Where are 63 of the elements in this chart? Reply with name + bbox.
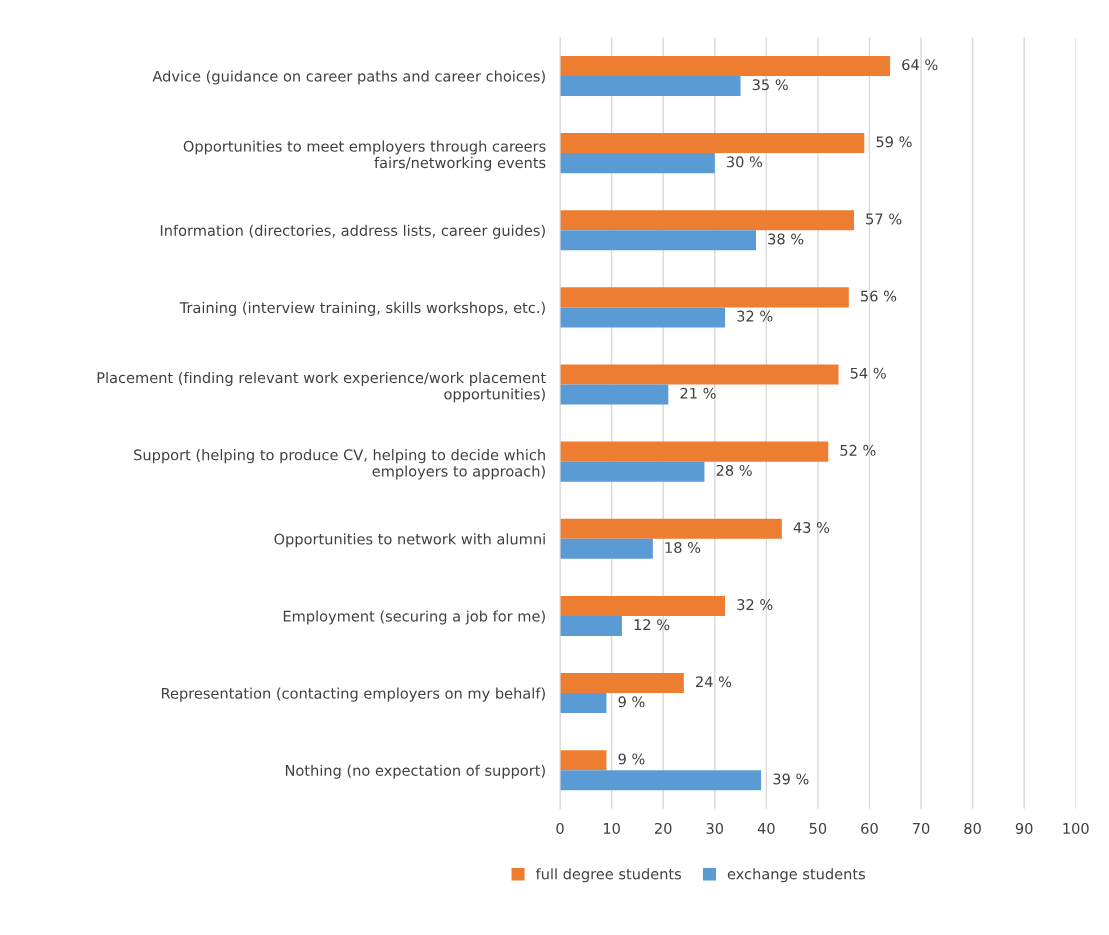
x-tick-label: 20 [654, 822, 672, 834]
y-tick-label: Opportunities to meet employers through careers fairs/networking events [183, 140, 546, 171]
data-label: 57 % [866, 213, 902, 225]
legend-label: exchange students [727, 868, 865, 883]
x-tick-label: 40 [757, 822, 775, 834]
data-label: 59 % [876, 136, 912, 148]
y-tick-label: Employment (securing a job for me) [283, 610, 545, 625]
x-tick-label: 10 [603, 822, 620, 834]
y-tick-label: Placement (finding relevant work experience/work placement opportunities) [97, 371, 546, 403]
data-label: 9 % [618, 753, 645, 765]
x-tick-label: 70 [912, 822, 930, 834]
data-label: 18 % [665, 542, 701, 554]
data-label: 9 % [618, 696, 645, 708]
bar [560, 287, 849, 308]
data-label: 54 % [850, 367, 886, 379]
bar [560, 461, 705, 482]
data-label: 24 % [695, 676, 732, 688]
y-tick-label: Support (helping to produce CV, helping to decide which employers to approach) [134, 449, 545, 480]
bar [560, 133, 865, 154]
y-tick-label: Opportunities to network with alumni [274, 533, 545, 548]
y-tick-label: Training (interview training, skills workshops, etc.) [179, 301, 545, 316]
bar [560, 230, 757, 251]
data-label: 38 % [768, 233, 804, 245]
bar [560, 518, 782, 539]
data-label: 64 % [902, 59, 938, 71]
y-tick-label: Information (directories, address lists, career guides) [160, 224, 545, 239]
data-label: 12 % [634, 619, 670, 631]
data-label: 28 % [716, 464, 752, 476]
bar [560, 75, 741, 97]
data-label: 52 % [840, 444, 876, 456]
data-label: 32 % [737, 310, 773, 322]
data-label: 35 % [752, 79, 788, 91]
bar [560, 384, 669, 405]
legend-label: full degree students [535, 868, 682, 883]
x-tick-label: 50 [809, 822, 827, 834]
bar [560, 364, 839, 385]
bar [560, 693, 607, 714]
bar [560, 595, 726, 616]
data-label: 56 % [861, 290, 897, 302]
data-label: 39 % [773, 773, 809, 785]
x-tick-label: 0 [556, 822, 564, 834]
bar [560, 770, 762, 791]
bar [560, 55, 891, 76]
data-label: 43 % [793, 521, 830, 533]
x-tick-label: 60 [861, 822, 878, 834]
y-tick-label: Representation (contacting employers on my behalf) [161, 687, 545, 702]
x-tick-label: 80 [964, 822, 981, 834]
data-label: 21 % [680, 387, 716, 399]
bar [560, 210, 854, 231]
y-tick-label: Advice (guidance on career paths and career choices) [152, 70, 545, 85]
x-tick-label: 30 [706, 822, 724, 834]
x-tick-label: 100 [1063, 822, 1089, 834]
bar [560, 615, 622, 636]
bar [560, 538, 653, 559]
bar [560, 673, 684, 694]
bar [560, 441, 829, 462]
x-tick-label: 90 [1015, 822, 1033, 834]
data-label: 30 % [726, 156, 763, 168]
bar [560, 307, 726, 328]
bar [560, 750, 607, 771]
data-label: 32 % [737, 599, 773, 611]
y-tick-label: Nothing (no expectation of support) [285, 764, 545, 779]
bar [560, 153, 715, 174]
